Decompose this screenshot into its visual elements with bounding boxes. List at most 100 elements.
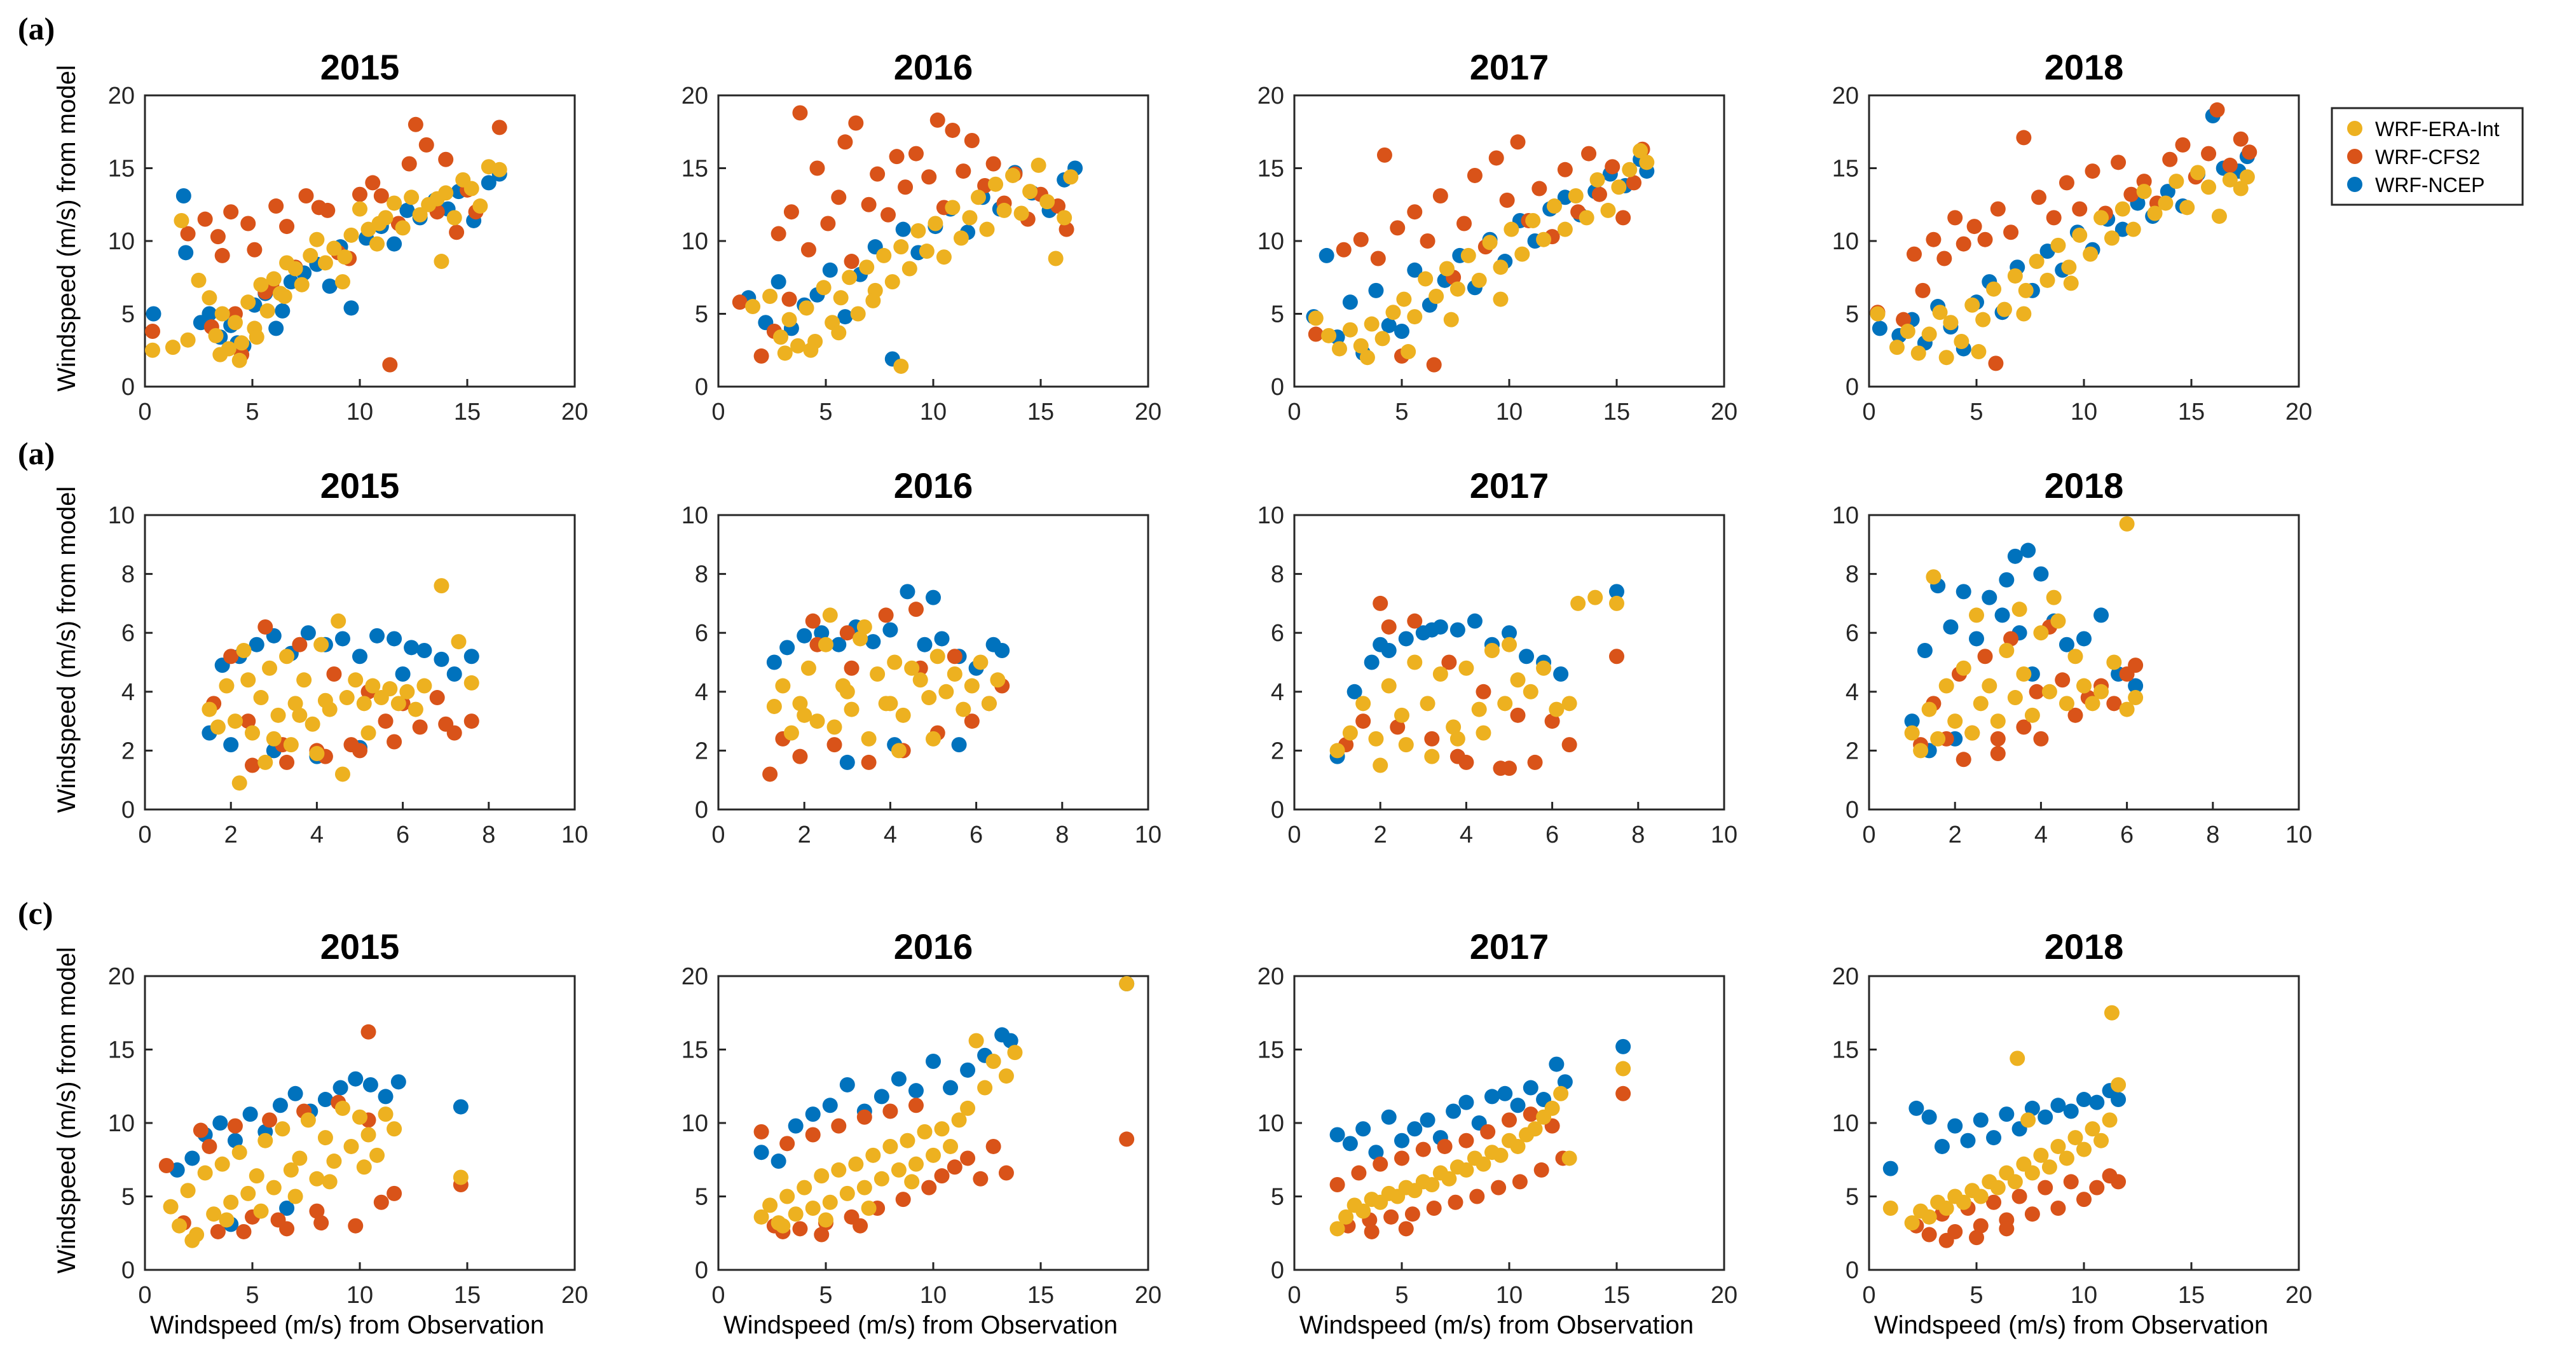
data-point — [292, 1150, 308, 1166]
data-point — [322, 278, 338, 294]
data-point — [1467, 613, 1483, 629]
data-point — [870, 166, 886, 182]
data-point — [197, 211, 213, 227]
x-tick-label: 2 — [224, 822, 238, 848]
data-point — [214, 306, 230, 322]
data-point — [438, 151, 454, 167]
series-wrf-era-int — [1870, 165, 2255, 366]
data-point — [1355, 1121, 1371, 1137]
data-point — [453, 1099, 469, 1115]
data-point — [1502, 1112, 1517, 1128]
x-tick-label: 0 — [138, 822, 151, 848]
data-point — [266, 1180, 282, 1195]
scatter-panel: 2015 00 2 2 4 4 6 6 8 8 10 10 Windspeed (m/s) from m… — [53, 465, 588, 848]
data-point — [1930, 731, 1946, 747]
data-point — [818, 637, 833, 652]
x-tick-label: 10 — [346, 399, 373, 425]
data-point — [2136, 184, 2152, 200]
data-point — [900, 1133, 915, 1148]
data-point — [334, 274, 350, 290]
plot-frame — [1293, 514, 1725, 811]
data-point — [848, 1156, 864, 1172]
data-point — [2104, 1005, 2120, 1021]
data-point — [412, 207, 428, 223]
series-wrf-era-int — [1904, 516, 2144, 759]
data-point — [1381, 317, 1397, 333]
x-tick-label: 15 — [2178, 1282, 2205, 1309]
y-tick-label: 10 — [108, 228, 135, 255]
legend-marker — [2347, 121, 2362, 136]
data-point — [865, 293, 881, 308]
x-tick-label: 5 — [819, 399, 832, 425]
data-point — [2072, 201, 2088, 217]
data-point — [964, 132, 980, 148]
data-point — [184, 1232, 200, 1248]
data-point — [1398, 1221, 1414, 1237]
data-point — [1502, 637, 1517, 652]
data-point — [912, 672, 928, 688]
data-point — [236, 642, 252, 658]
data-point — [1418, 271, 1434, 287]
data-point — [1973, 696, 1989, 712]
data-point — [1338, 1209, 1354, 1225]
data-point — [968, 1033, 984, 1049]
series-wrf-era-int — [745, 157, 1079, 374]
data-point — [901, 261, 917, 277]
y-tick-label: 20 — [682, 963, 708, 990]
data-point — [762, 1197, 778, 1213]
data-point — [491, 120, 507, 135]
data-point — [891, 743, 907, 759]
data-point — [1581, 146, 1597, 162]
data-point — [1969, 631, 1984, 647]
data-point — [227, 1133, 243, 1148]
series-wrf-era-int — [202, 578, 479, 791]
y-tick-label: 8 — [1846, 561, 1859, 588]
data-point — [2085, 1121, 2100, 1137]
y-tick-label: 5 — [695, 1184, 708, 1211]
data-point — [174, 212, 189, 228]
data-point — [1031, 157, 1046, 173]
y-tick-label: 0 — [121, 374, 135, 401]
data-point — [833, 290, 849, 306]
data-point — [814, 1227, 830, 1243]
y-tick-label: 0 — [121, 1257, 135, 1284]
panel-title: 2015 — [320, 47, 400, 87]
data-point — [861, 731, 877, 747]
data-point — [904, 660, 920, 676]
data-point — [2016, 666, 2032, 682]
data-point — [334, 1100, 350, 1116]
data-point — [334, 631, 350, 647]
data-point — [1917, 642, 1933, 658]
data-point — [412, 719, 428, 735]
data-point — [1482, 235, 1498, 251]
data-point — [1519, 649, 1535, 665]
y-tick-label: 0 — [695, 374, 708, 401]
data-point — [1975, 312, 1991, 327]
scatter-panel: 2017 00 5 5 10 10 15 15 20 20 — [1257, 47, 1737, 425]
data-point — [816, 280, 832, 296]
data-point — [859, 259, 875, 275]
data-point — [463, 713, 479, 729]
data-point — [762, 289, 778, 305]
panel-title: 2016 — [894, 47, 973, 87]
data-point — [2003, 224, 2019, 240]
data-point — [2016, 306, 2032, 322]
data-point — [826, 719, 842, 735]
data-point — [926, 731, 941, 747]
data-point — [268, 320, 284, 336]
x-tick-label: 10 — [2285, 822, 2312, 848]
data-point — [292, 707, 308, 723]
data-point — [1342, 725, 1358, 741]
data-point — [1407, 309, 1423, 325]
data-point — [309, 1171, 325, 1187]
y-tick-label: 10 — [1832, 1110, 1859, 1137]
data-point — [416, 642, 432, 658]
data-point — [1407, 204, 1423, 220]
data-point — [1904, 725, 1920, 741]
data-point — [279, 1200, 295, 1216]
data-point — [240, 713, 256, 729]
data-point — [303, 247, 319, 263]
data-point — [1956, 660, 1971, 676]
legend-label: WRF-CFS2 — [2375, 146, 2480, 169]
data-point — [2085, 696, 2100, 712]
